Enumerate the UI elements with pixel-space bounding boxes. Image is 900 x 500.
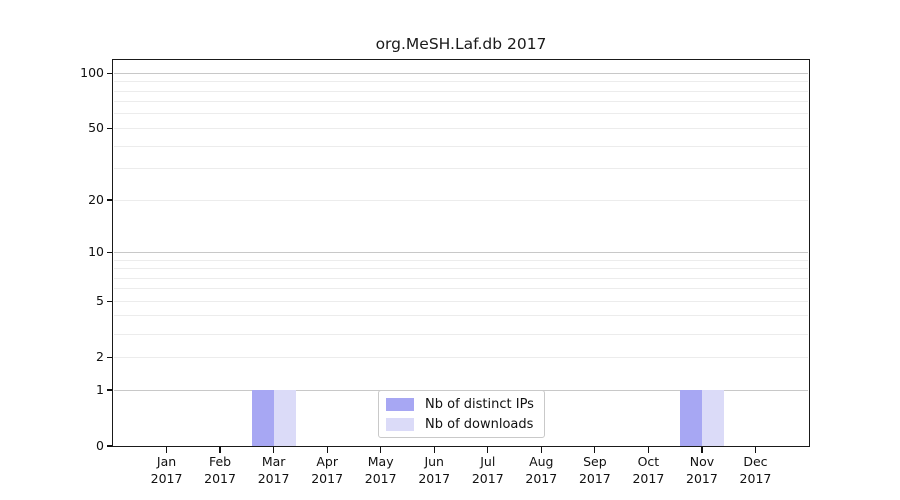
minor-gridline [114, 333, 808, 335]
x-tick-mark [594, 447, 596, 453]
y-tick-label: 0 [96, 438, 104, 453]
minor-gridline [114, 288, 808, 290]
x-tick-year: 2017 [311, 470, 344, 486]
x-tick-label: May 2017 [353, 454, 409, 487]
x-tick-mark [433, 447, 435, 453]
x-tick-mark [165, 447, 168, 453]
x-tick-month: Jul [480, 454, 496, 469]
legend-label-distinct-ips: Nb of distinct IPs [425, 396, 534, 412]
legend: Nb of distinct IPs Nb of downloads [378, 390, 545, 438]
x-tick-month: Jun [424, 454, 444, 469]
x-tick-month: Jan [156, 454, 177, 469]
minor-gridline [114, 277, 808, 279]
y-tick-mark [107, 356, 113, 358]
minor-gridline [114, 127, 808, 129]
minor-gridline [114, 81, 808, 83]
major-gridline [114, 72, 808, 74]
y-tick-mark [107, 127, 113, 130]
x-tick-year: 2017 [150, 470, 183, 486]
x-tick-month: Dec [743, 454, 768, 469]
x-tick-label: Jan 2017 [139, 454, 195, 487]
minor-gridline [114, 145, 808, 147]
x-tick-label: Nov 2017 [674, 454, 730, 487]
minor-gridline [114, 101, 808, 103]
x-tick-label: Jul 2017 [460, 454, 516, 487]
minor-gridline [114, 90, 808, 92]
x-tick-mark [380, 447, 382, 453]
minor-gridline [114, 168, 808, 170]
y-tick-mark [107, 199, 113, 201]
y-tick-mark [107, 251, 113, 253]
minor-gridline [114, 300, 808, 302]
x-tick-year: 2017 [632, 470, 665, 486]
x-tick-mark [272, 447, 275, 453]
x-tick-month: May [367, 454, 394, 469]
y-tick-mark [107, 300, 113, 302]
x-tick-label: Apr 2017 [299, 454, 355, 487]
y-tick-label: 5 [96, 293, 104, 309]
y-tick-label: 2 [96, 349, 104, 365]
x-tick-label: Dec 2017 [727, 454, 783, 487]
y-tick-mark [107, 72, 113, 74]
legend-swatch-distinct-ips-icon [386, 397, 414, 411]
y-tick-label: 100 [80, 65, 104, 81]
bar-nb-of-distinct-ips-mar [251, 390, 274, 447]
major-gridline [114, 251, 808, 253]
x-tick-mark [754, 447, 757, 453]
minor-gridline [114, 113, 808, 115]
y-tick-label: 50 [88, 120, 104, 136]
x-tick-month: Sep [583, 454, 607, 469]
x-tick-mark [219, 447, 221, 453]
x-tick-month: Apr [316, 454, 338, 469]
minor-gridline [114, 259, 808, 261]
y-tick-mark [107, 389, 113, 391]
x-tick-label: Aug 2017 [513, 454, 569, 487]
x-tick-label: Jun 2017 [406, 454, 462, 487]
y-tick-mark [107, 445, 113, 447]
x-tick-month: Feb [208, 454, 232, 469]
legend-swatch-downloads-icon [386, 417, 414, 431]
y-tick-label: 20 [88, 192, 104, 208]
x-tick-label: Feb 2017 [192, 454, 248, 487]
x-tick-label: Sep 2017 [567, 454, 623, 487]
x-tick-mark [701, 447, 703, 453]
x-tick-year: 2017 [204, 470, 236, 486]
y-tick-label: 1 [96, 382, 104, 397]
x-tick-label: Mar 2017 [246, 454, 302, 487]
x-tick-label: Oct 2017 [620, 454, 676, 487]
x-tick-year: 2017 [578, 470, 611, 486]
x-tick-year: 2017 [525, 470, 558, 486]
legend-label-downloads: Nb of downloads [425, 416, 534, 432]
minor-gridline [114, 199, 808, 201]
x-tick-mark [487, 447, 489, 453]
x-tick-mark [540, 447, 542, 453]
x-tick-month: Mar [261, 454, 286, 469]
chart-title: org.MeSH.Laf.db 2017 [375, 35, 547, 53]
legend-item-downloads: Nb of downloads [386, 414, 544, 434]
x-tick-year: 2017 [686, 470, 718, 486]
x-tick-mark [647, 447, 650, 453]
x-tick-year: 2017 [418, 470, 451, 486]
bar-nb-of-distinct-ips-nov [679, 390, 702, 447]
bar-nb-of-downloads-mar [273, 390, 296, 447]
x-tick-year: 2017 [471, 470, 504, 486]
x-tick-year: 2017 [364, 470, 397, 486]
x-tick-year: 2017 [257, 470, 290, 486]
y-tick-label: 10 [88, 244, 104, 260]
x-tick-month: Oct [637, 454, 660, 469]
minor-gridline [114, 315, 808, 317]
x-tick-mark [326, 447, 328, 453]
minor-gridline [114, 356, 808, 358]
x-tick-month: Aug [529, 454, 554, 469]
x-tick-year: 2017 [739, 470, 772, 486]
legend-item-distinct-ips: Nb of distinct IPs [386, 394, 544, 414]
minor-gridline [114, 268, 808, 269]
bar-nb-of-downloads-nov [701, 390, 724, 447]
x-tick-month: Nov [689, 454, 715, 469]
